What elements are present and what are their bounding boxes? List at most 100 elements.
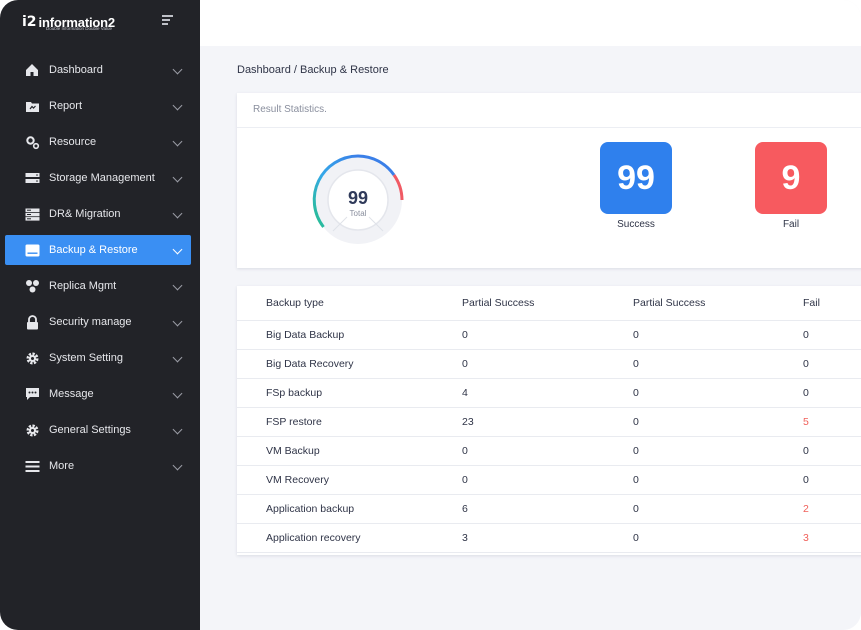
cell-partial-success: 0	[633, 329, 639, 341]
table-row: FSP restore 23 0 5	[237, 408, 861, 437]
sidebar-item-label: General Settings	[49, 424, 131, 436]
chevron-down-icon[interactable]	[172, 136, 183, 147]
gauge-total-label: Total	[349, 209, 367, 218]
server-icon	[24, 206, 40, 222]
sidebar-item-report[interactable]: Report	[5, 91, 191, 121]
total-gauge: 99 Total	[303, 145, 413, 255]
cell-fail: 0	[803, 474, 809, 486]
result-statistics-card: Result Statistics.	[237, 93, 861, 268]
sidebar-item-replica-mgmt[interactable]: Replica Mgmt	[5, 271, 191, 301]
gear-icon	[24, 422, 40, 438]
fail-count-box: 9	[755, 142, 827, 214]
chevron-down-icon[interactable]	[172, 316, 183, 327]
brand-logo[interactable]: i2 information2 Double Information Doubl…	[22, 10, 142, 34]
cell-partial-success: 3	[462, 532, 468, 544]
main-content: Dashboard / Backup & Restore Result Stat…	[200, 46, 861, 630]
sidebar-item-general-settings[interactable]: General Settings	[5, 415, 191, 445]
sidebar-item-label: Backup & Restore	[49, 244, 138, 256]
cell-partial-success: 0	[462, 358, 468, 370]
storage-icon	[24, 170, 40, 186]
cell-partial-success: 6	[462, 503, 468, 515]
cell-partial-success: 0	[633, 445, 639, 457]
sidebar-item-label: Storage Management	[49, 172, 155, 184]
report-folder-icon	[24, 98, 40, 114]
sidebar-item-more[interactable]: More	[5, 451, 191, 481]
stats-title: Result Statistics.	[253, 104, 327, 115]
sidebar: i2 information2 Double Information Doubl…	[0, 0, 200, 630]
divider	[237, 127, 861, 128]
chevron-down-icon[interactable]	[172, 100, 183, 111]
chevron-down-icon[interactable]	[172, 208, 183, 219]
lock-icon	[24, 314, 40, 330]
cell-partial-success: 0	[462, 445, 468, 457]
cell-partial-success: 0	[462, 329, 468, 341]
sidebar-item-resource[interactable]: Resource	[5, 127, 191, 157]
table-row: Big Data Recovery 0 0 0	[237, 350, 861, 379]
sidebar-item-dashboard[interactable]: Dashboard	[5, 55, 191, 85]
cell-partial-success: 0	[633, 387, 639, 399]
chevron-down-icon[interactable]	[172, 352, 183, 363]
table-row: Application backup 6 0 2	[237, 495, 861, 524]
success-label: Success	[617, 219, 655, 230]
backup-drive-icon	[24, 242, 40, 258]
top-bar	[200, 0, 861, 46]
cell-partial-success: 0	[633, 474, 639, 486]
menu-icon	[24, 458, 40, 474]
menu-toggle-icon[interactable]	[162, 15, 173, 25]
replica-nodes-icon	[24, 278, 40, 294]
cell-partial-success: 0	[633, 532, 639, 544]
home-icon	[24, 62, 40, 78]
chevron-down-icon[interactable]	[172, 64, 183, 75]
cell-fail: 0	[803, 329, 809, 341]
chevron-down-icon[interactable]	[172, 280, 183, 291]
cell-fail: 0	[803, 445, 809, 457]
sidebar-item-label: DR& Migration	[49, 208, 121, 220]
sidebar-item-security-manage[interactable]: Security manage	[5, 307, 191, 337]
column-header[interactable]: Partial Success	[633, 297, 706, 309]
table-row: Big Data Backup 0 0 0	[237, 321, 861, 350]
sidebar-item-dr-migration[interactable]: DR& Migration	[5, 199, 191, 229]
chevron-down-icon[interactable]	[172, 424, 183, 435]
table-row: FSp backup 4 0 0	[237, 379, 861, 408]
sidebar-item-label: Security manage	[49, 316, 132, 328]
cell-partial-success: 0	[633, 358, 639, 370]
gear-icon	[24, 350, 40, 366]
sidebar-item-label: System Setting	[49, 352, 123, 364]
chevron-down-icon[interactable]	[172, 244, 183, 255]
cell-partial-success: 0	[633, 416, 639, 428]
chevron-down-icon[interactable]	[172, 460, 183, 471]
chevron-down-icon[interactable]	[172, 388, 183, 399]
sidebar-item-system-setting[interactable]: System Setting	[5, 343, 191, 373]
cell-fail: 2	[803, 503, 809, 515]
cell-backup-type: Big Data Backup	[266, 329, 345, 341]
cell-fail: 0	[803, 358, 809, 370]
sidebar-item-label: Resource	[49, 136, 97, 148]
cell-fail: 0	[803, 387, 809, 399]
table-row: VM Backup 0 0 0	[237, 437, 861, 466]
cell-partial-success: 23	[462, 416, 474, 428]
brand-mark: i2	[22, 14, 37, 30]
fail-label: Fail	[782, 219, 800, 230]
table-header-row: Backup type Partial Success Partial Succ…	[237, 286, 861, 321]
success-count-box: 99	[600, 142, 672, 214]
cell-backup-type: Big Data Recovery	[266, 358, 354, 370]
sidebar-item-message[interactable]: Message	[5, 379, 191, 409]
sidebar-item-backup-restore[interactable]: Backup & Restore	[5, 235, 191, 265]
sidebar-item-label: Replica Mgmt	[49, 280, 117, 292]
sidebar-item-storage-management[interactable]: Storage Management	[5, 163, 191, 193]
sidebar-item-label: Message	[49, 388, 94, 400]
cell-fail: 5	[803, 416, 809, 428]
column-header[interactable]: Partial Success	[462, 297, 535, 309]
gauge-total-value: 99	[347, 188, 369, 208]
message-icon	[24, 386, 40, 402]
chevron-down-icon[interactable]	[172, 172, 183, 183]
table-row: Application recovery 3 0 3	[237, 524, 861, 553]
cell-backup-type: Application recovery	[266, 532, 361, 544]
cell-backup-type: VM Backup	[266, 445, 320, 457]
column-header[interactable]: Fail	[803, 297, 820, 309]
cell-partial-success: 0	[633, 503, 639, 515]
backup-results-table: Backup type Partial Success Partial Succ…	[237, 286, 861, 555]
column-header[interactable]: Backup type	[266, 297, 324, 309]
cell-backup-type: VM Recovery	[266, 474, 330, 486]
